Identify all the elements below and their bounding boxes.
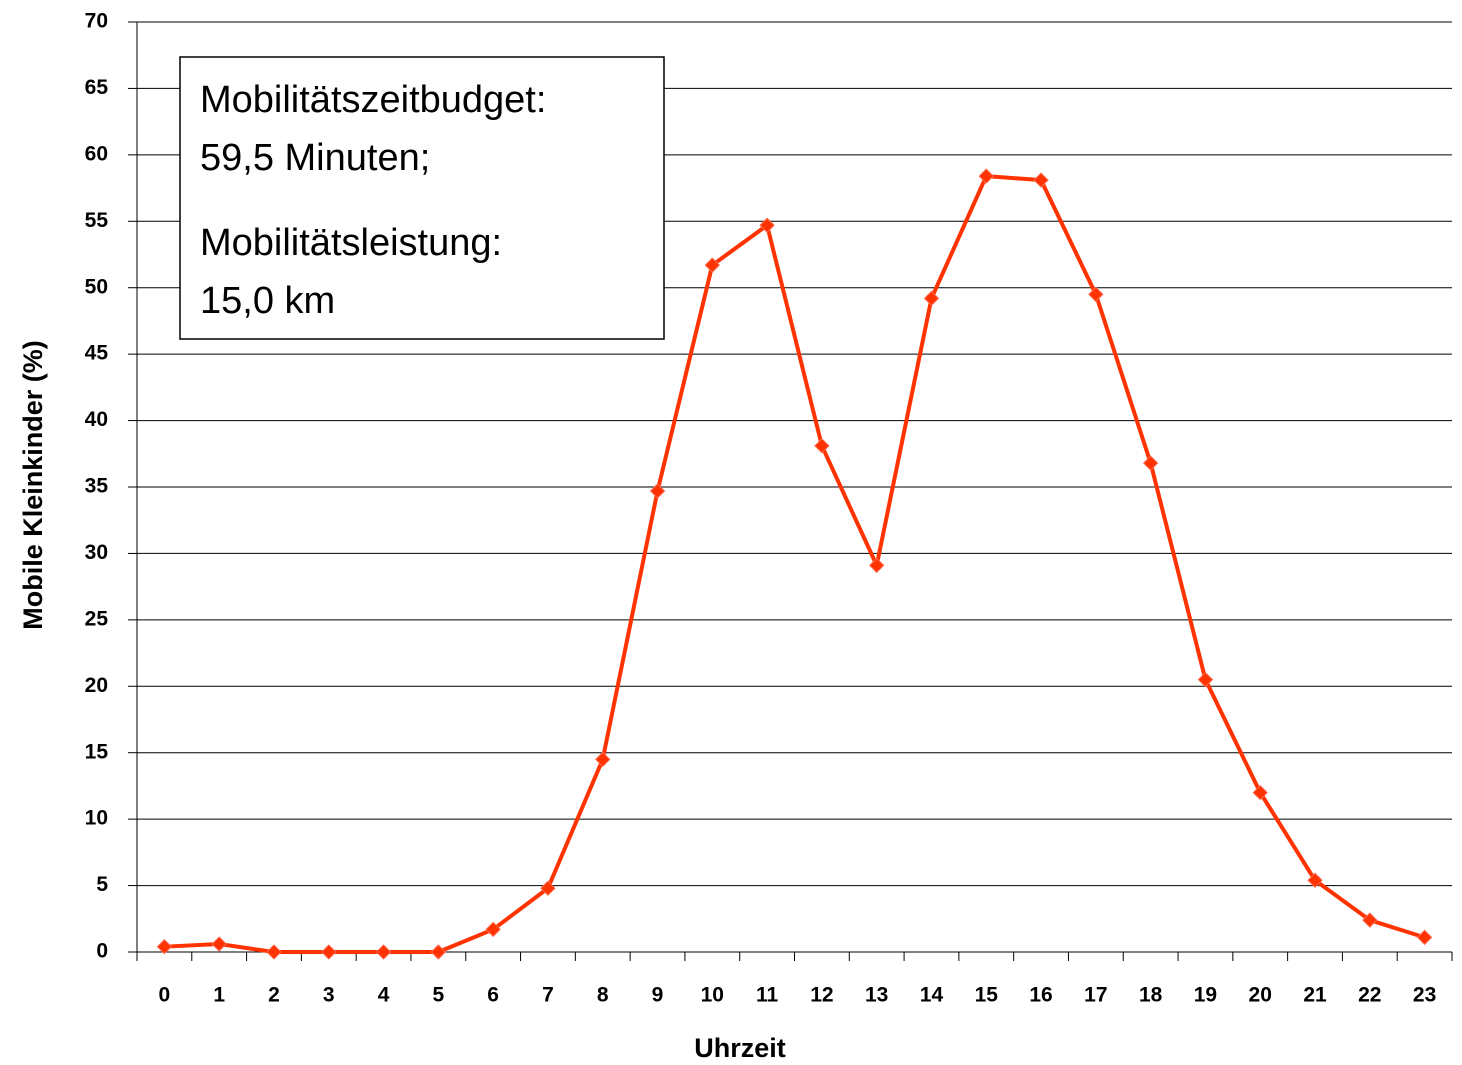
- data-point: [540, 880, 556, 896]
- x-tick-label: 4: [378, 984, 390, 1007]
- data-point: [868, 557, 885, 574]
- y-tick-label: 50: [85, 275, 108, 298]
- data-point: [211, 936, 227, 952]
- y-tick-label: 70: [85, 10, 108, 33]
- data-point: [1416, 929, 1433, 946]
- x-tick-label: 8: [597, 984, 609, 1007]
- data-point: [375, 944, 392, 960]
- y-tick-label: 35: [85, 475, 109, 498]
- data-point: [704, 257, 721, 273]
- x-tick-label: 15: [975, 984, 999, 1007]
- data-point: [485, 921, 501, 938]
- x-tick-label: 11: [756, 984, 779, 1007]
- data-point: [156, 938, 173, 955]
- y-tick-label: 0: [96, 940, 108, 963]
- data-point: [1142, 455, 1159, 471]
- data-line: [164, 174, 1426, 954]
- annotation-text: 59,5 Minuten;: [200, 137, 430, 179]
- x-tick-label: 20: [1249, 984, 1272, 1007]
- data-point: [649, 483, 666, 499]
- y-tick-label: 55: [85, 209, 109, 232]
- y-tick-label: 60: [85, 142, 108, 165]
- x-tick-label: 3: [323, 984, 335, 1007]
- y-tick-label: 25: [85, 607, 109, 630]
- x-tick-label: 5: [433, 984, 445, 1007]
- y-tick-label: 40: [85, 408, 108, 431]
- y-tick-label: 5: [96, 873, 108, 896]
- data-point: [430, 944, 447, 960]
- annotation-box: [179, 56, 665, 340]
- y-tick-label: 20: [85, 674, 108, 697]
- y-tick-label: 45: [85, 342, 109, 365]
- data-point: [595, 751, 611, 768]
- data-point: [1362, 912, 1378, 928]
- x-tick-label: 19: [1194, 984, 1217, 1007]
- data-point: [814, 438, 830, 454]
- annotation-text: Mobilitätsleistung:: [200, 222, 502, 264]
- data-point: [1252, 784, 1268, 801]
- x-tick-label: 13: [865, 984, 888, 1007]
- y-tick-label: 30: [85, 541, 108, 564]
- x-tick-label: 23: [1413, 984, 1436, 1007]
- x-axis-title: Uhrzeit: [694, 1033, 786, 1063]
- x-tick-label: 16: [1029, 984, 1052, 1007]
- y-axis-title: Mobile Kleinkinder (%): [18, 340, 48, 630]
- x-tick-label: 14: [920, 984, 944, 1007]
- data-point: [321, 944, 337, 960]
- data-point: [1197, 671, 1214, 688]
- annotation-text: 15,0 km: [200, 280, 335, 322]
- x-tick-label: 18: [1139, 984, 1163, 1007]
- data-point: [759, 217, 775, 233]
- data-point: [266, 944, 282, 960]
- data-point: [978, 168, 994, 184]
- x-tick-label: 21: [1303, 984, 1327, 1007]
- annotation-text: Mobilitätszeitbudget:: [200, 79, 546, 121]
- y-tick-label: 65: [85, 76, 109, 99]
- x-tick-label: 2: [268, 984, 280, 1007]
- data-point: [1033, 172, 1049, 188]
- x-tick-label: 0: [159, 984, 171, 1007]
- y-tick-label: 10: [85, 807, 108, 830]
- x-tick-label: 6: [487, 984, 499, 1007]
- x-tick-label: 9: [652, 984, 664, 1007]
- y-tick-label: 15: [85, 740, 109, 763]
- data-point: [1307, 872, 1323, 888]
- data-point: [1088, 286, 1104, 303]
- x-tick-label: 22: [1358, 984, 1381, 1007]
- x-tick-label: 7: [542, 984, 554, 1007]
- x-tick-label: 10: [701, 984, 724, 1007]
- x-tick-label: 12: [810, 984, 833, 1007]
- x-tick-label: 1: [213, 984, 225, 1007]
- data-point: [923, 290, 940, 307]
- x-tick-label: 17: [1084, 984, 1107, 1007]
